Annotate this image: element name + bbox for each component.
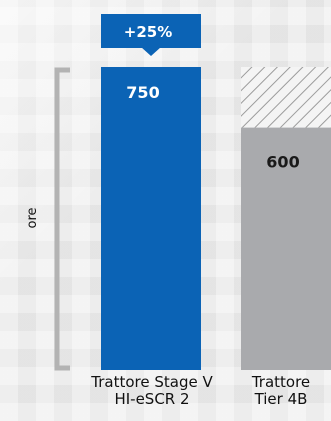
bar-value-label: 600 xyxy=(266,153,299,172)
annotation-badge xyxy=(101,14,201,48)
axis-bracket xyxy=(54,67,70,371)
axis-bracket-line xyxy=(54,67,70,371)
y-axis-label: ore xyxy=(25,207,40,228)
category-label: HI-eSCR 2 xyxy=(114,390,189,408)
annotation-pointer xyxy=(141,47,161,56)
annotation-text: +25% xyxy=(124,23,172,41)
hatched-gap xyxy=(241,67,331,128)
bar xyxy=(101,67,201,370)
bar-value-label: 750 xyxy=(126,83,159,102)
category-label: Trattore xyxy=(251,373,310,391)
category-label: Tier 4B xyxy=(254,390,308,408)
bar xyxy=(241,127,331,370)
category-label: Trattore Stage V xyxy=(90,373,213,391)
